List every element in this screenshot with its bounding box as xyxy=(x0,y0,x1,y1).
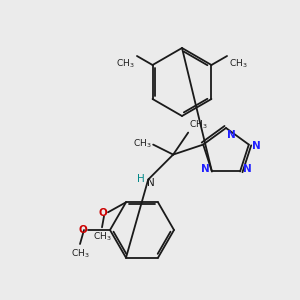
Text: CH$_3$: CH$_3$ xyxy=(133,137,151,150)
Text: N: N xyxy=(243,164,251,174)
Text: O: O xyxy=(78,225,87,235)
Text: N: N xyxy=(147,178,155,188)
Text: CH$_3$: CH$_3$ xyxy=(189,118,208,130)
Text: CH$_3$: CH$_3$ xyxy=(116,58,135,70)
Text: H: H xyxy=(137,174,145,184)
Text: N: N xyxy=(253,141,261,151)
Text: N: N xyxy=(226,130,236,140)
Text: O: O xyxy=(98,208,107,218)
Text: CH$_3$: CH$_3$ xyxy=(93,230,111,243)
Text: N: N xyxy=(200,164,209,174)
Text: CH$_3$: CH$_3$ xyxy=(71,247,89,260)
Text: CH$_3$: CH$_3$ xyxy=(229,58,248,70)
